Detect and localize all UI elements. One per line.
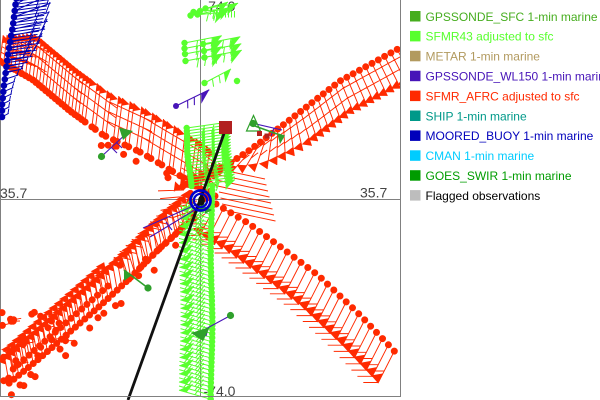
svg-text:SHIP 1-min marine: SHIP 1-min marine [426,109,527,123]
svg-text:MOORED_BUOY 1-min marine: MOORED_BUOY 1-min marine [426,129,594,143]
svg-text:35.7: 35.7 [0,185,27,201]
svg-text:GPSSONDE_SFC 1-min marine: GPSSONDE_SFC 1-min marine [426,10,598,24]
svg-text:Flagged observations: Flagged observations [426,189,541,203]
svg-text:GPSSONDE_WL150 1-min marine: GPSSONDE_WL150 1-min marine [426,70,600,84]
svg-text:GOES_SWIR 1-min marine: GOES_SWIR 1-min marine [426,169,572,183]
svg-text:35.7: 35.7 [360,185,387,201]
svg-text:METAR 1-min marine: METAR 1-min marine [426,50,541,64]
svg-text:SFMR43 adjusted to sfc: SFMR43 adjusted to sfc [426,30,554,44]
svg-text:CMAN 1-min marine: CMAN 1-min marine [426,149,535,163]
svg-text:SFMR_AFRC adjusted to sfc: SFMR_AFRC adjusted to sfc [426,89,580,103]
